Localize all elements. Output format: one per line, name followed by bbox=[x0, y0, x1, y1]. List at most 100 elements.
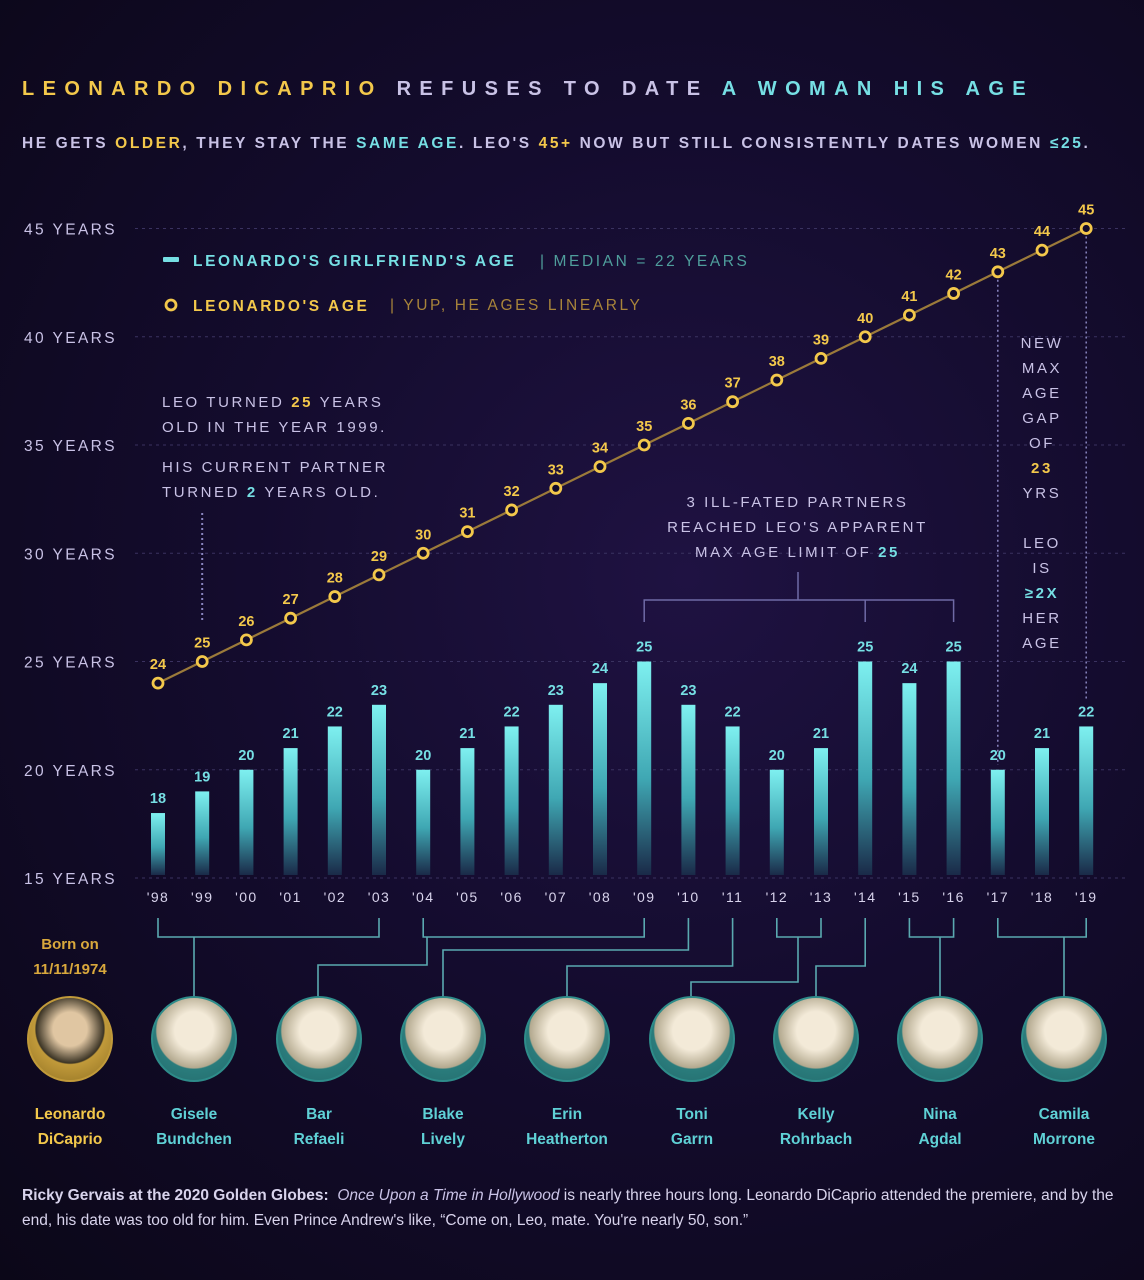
girlfriend-age-bar bbox=[637, 661, 652, 875]
subtitle-older: OLDER bbox=[115, 135, 183, 152]
leo-age-point bbox=[372, 568, 386, 582]
person-camila: Camila Morrone bbox=[999, 996, 1129, 1152]
x-tick-label: '19 bbox=[1075, 889, 1097, 905]
bar-value-label: 20 bbox=[415, 748, 431, 764]
person-first-name: Nina bbox=[923, 1106, 957, 1123]
avatar bbox=[27, 996, 113, 1082]
bar-value-label: 22 bbox=[1078, 704, 1094, 720]
leo-age-label: 31 bbox=[459, 506, 475, 522]
leo-age-line bbox=[157, 227, 1087, 685]
girlfriend-age-bar bbox=[858, 661, 873, 875]
partner-connector bbox=[566, 918, 734, 996]
avatar bbox=[897, 996, 983, 1082]
bar-value-label: 19 bbox=[194, 769, 210, 785]
legend-leo-label: LEONARDO'S AGE bbox=[193, 298, 369, 315]
person-first-name: Blake bbox=[422, 1106, 464, 1123]
x-tick-label: '00 bbox=[235, 889, 257, 905]
person-name: Blake Lively bbox=[378, 1102, 508, 1152]
person-toni: Toni Garrn bbox=[627, 996, 757, 1152]
leo-age-label: 27 bbox=[283, 592, 299, 608]
ann-text: HIS CURRENT PARTNER bbox=[162, 459, 389, 476]
girlfriend-age-bar bbox=[239, 769, 254, 875]
girlfriend-age-bar bbox=[372, 704, 386, 875]
x-tick-label: '13 bbox=[810, 889, 832, 905]
leo-age-label: 30 bbox=[415, 527, 431, 543]
avatar bbox=[400, 996, 486, 1082]
girlfriend-age-bar bbox=[1079, 726, 1094, 875]
ann-word: HER bbox=[1022, 610, 1062, 627]
person-last-name: Heatherton bbox=[526, 1131, 608, 1148]
bar-value-label: 23 bbox=[680, 683, 696, 699]
legend-girlfriend-label: LEONARDO'S GIRLFRIEND'S AGE bbox=[193, 253, 516, 270]
subtitle-s9: . bbox=[1083, 135, 1091, 152]
ann-text: YEARS bbox=[313, 394, 384, 411]
girlfriend-age-bar bbox=[769, 769, 784, 875]
person-name: Kelly Rohrbach bbox=[751, 1102, 881, 1152]
ann-text: REACHED LEO'S APPARENT bbox=[667, 519, 928, 536]
leo-age-point bbox=[151, 676, 165, 690]
leo-age-point bbox=[284, 611, 298, 625]
person-last-name: Lively bbox=[421, 1131, 465, 1148]
ann-text: 3 ILL-FATED PARTNERS bbox=[686, 494, 909, 511]
x-tick-label: '09 bbox=[633, 889, 655, 905]
ann-text: YEARS OLD. bbox=[257, 484, 381, 501]
y-tick-label: 25 YEARS bbox=[24, 655, 117, 672]
leo-born-label: Born on 11/11/1974 bbox=[20, 932, 120, 982]
ann-highlight-25: 25 bbox=[878, 544, 900, 561]
x-tick-label: '15 bbox=[898, 889, 920, 905]
leo-age-label: 42 bbox=[946, 267, 962, 283]
gervais-quote: Ricky Gervais at the 2020 Golden Globes:… bbox=[22, 1183, 1132, 1233]
y-tick-label: 30 YEARS bbox=[24, 546, 117, 563]
person-last-name: Agdal bbox=[918, 1131, 962, 1148]
leo-age-label: 35 bbox=[636, 419, 652, 435]
leo-age-label: 45 bbox=[1078, 203, 1094, 219]
leo-age-point bbox=[593, 460, 607, 474]
bar-value-label: 24 bbox=[901, 661, 917, 677]
ann-word: LEO bbox=[1023, 535, 1061, 552]
leo-age-point bbox=[947, 287, 960, 300]
ann-word: OF bbox=[1028, 435, 1056, 452]
ann-text: LEO TURNED bbox=[162, 394, 292, 411]
person-name: Camila Morrone bbox=[999, 1102, 1129, 1152]
bar-value-label: 25 bbox=[636, 640, 652, 656]
title-part-name: LEONARDO DICAPRIO bbox=[22, 78, 383, 100]
x-tick-label: '03 bbox=[368, 889, 390, 905]
subtitle-le25: ≤25 bbox=[1049, 135, 1084, 152]
x-tick-label: '08 bbox=[589, 889, 611, 905]
ann-word: AGE bbox=[1022, 635, 1062, 652]
legend-leo-note: | YUP, HE AGES LINEARLY bbox=[390, 297, 643, 314]
bar-value-label: 23 bbox=[371, 683, 387, 699]
y-tick-label: 20 YEARS bbox=[24, 763, 117, 780]
partner-connector bbox=[997, 918, 1087, 996]
ann-text: MAX AGE LIMIT OF bbox=[694, 544, 879, 561]
subtitle-s3: , THEY STAY THE bbox=[182, 135, 357, 152]
leo-age-label: 39 bbox=[813, 332, 829, 348]
girlfriend-age-bar bbox=[725, 726, 740, 875]
bar-value-label: 25 bbox=[946, 640, 962, 656]
y-tick-label: 45 YEARS bbox=[24, 222, 117, 239]
girlfriend-age-bar bbox=[548, 704, 563, 875]
ann-word: MAX bbox=[1021, 360, 1063, 377]
bar-value-label: 21 bbox=[283, 726, 299, 742]
ann-highlight-2: 2 bbox=[246, 484, 258, 501]
bar-value-label: 22 bbox=[504, 704, 520, 720]
leo-age-point bbox=[991, 265, 1005, 279]
leo-age-label: 41 bbox=[901, 289, 917, 305]
page-subtitle: HE GETS OLDER, THEY STAY THE SAME AGE. L… bbox=[22, 135, 1090, 153]
leo-age-label: 40 bbox=[857, 311, 873, 327]
avatar bbox=[1021, 996, 1107, 1082]
leo-age-label: 37 bbox=[725, 376, 741, 392]
x-tick-label: '12 bbox=[766, 889, 788, 905]
leo-age-point bbox=[814, 351, 828, 365]
x-tick-label: '18 bbox=[1031, 889, 1053, 905]
girlfriend-age-bar bbox=[195, 791, 210, 875]
ann-word: YRS bbox=[1022, 485, 1062, 502]
girlfriend-age-bar bbox=[946, 661, 961, 875]
leo-age-label: 25 bbox=[194, 636, 210, 652]
person-name: Gisele Bundchen bbox=[129, 1102, 259, 1152]
leo-age-label: 43 bbox=[990, 246, 1006, 262]
leo-age-point bbox=[770, 373, 784, 387]
subtitle-s1: HE GETS bbox=[22, 135, 116, 152]
girlfriend-age-bar bbox=[327, 726, 342, 875]
leo-age-label: 38 bbox=[769, 354, 785, 370]
